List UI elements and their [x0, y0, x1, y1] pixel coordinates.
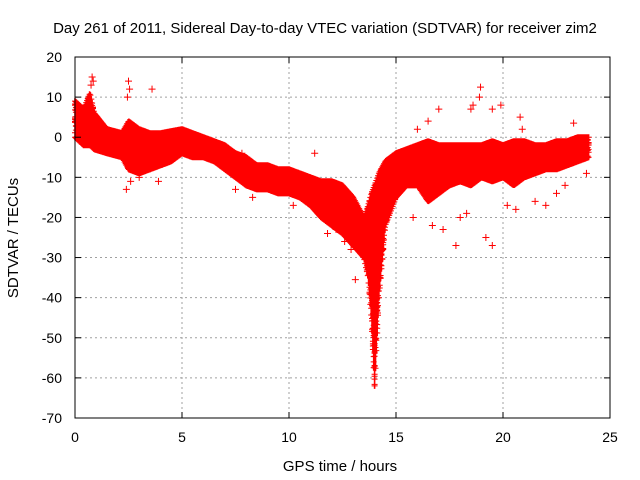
data-point-marker — [469, 101, 477, 109]
data-point-marker — [428, 221, 436, 229]
data-point-marker — [409, 213, 417, 221]
data-point-marker — [88, 73, 96, 81]
data-point-marker — [463, 209, 471, 217]
data-point-marker — [341, 238, 349, 246]
data-point-marker — [503, 201, 511, 209]
data-point-marker — [516, 113, 524, 121]
y-tick-label: 10 — [46, 89, 62, 105]
data-point-marker — [125, 77, 132, 85]
plot-frame — [74, 56, 611, 419]
data-point-marker — [135, 173, 143, 181]
data-point-marker — [169, 145, 177, 153]
data-point-marker — [122, 185, 130, 193]
x-tick-label: 20 — [495, 429, 511, 445]
data-point-marker — [249, 193, 257, 201]
data-point-marker — [553, 189, 560, 197]
series-band-horizontal — [72, 93, 592, 387]
data-point-marker — [582, 169, 590, 177]
data-point-marker — [324, 229, 332, 237]
data-point-marker — [347, 246, 355, 254]
data-point-marker — [452, 242, 460, 250]
data-point-marker — [311, 149, 319, 157]
data-point-marker — [123, 93, 131, 101]
data-point-marker — [477, 83, 485, 91]
x-tick-label: 25 — [602, 429, 618, 445]
tick-labels: 0 5 10 15 20 25 20 10 0 -10 -20 -30 -40 -50 -60 -70 — [42, 49, 618, 445]
x-tick-label: 15 — [388, 429, 404, 445]
data-point-marker — [89, 77, 97, 85]
axis-ticks — [74, 56, 611, 419]
data-point-marker — [238, 149, 246, 157]
y-tick-label: -70 — [42, 410, 62, 426]
y-axis-label: SDTVAR / TECUs — [5, 178, 22, 298]
data-point-marker — [435, 105, 443, 113]
y-tick-label: -60 — [42, 370, 62, 386]
data-point-marker — [518, 125, 526, 133]
data-point-marker — [439, 225, 447, 233]
x-tick-label: 10 — [281, 429, 297, 445]
data-point-marker — [512, 205, 520, 213]
x-tick-label: 0 — [71, 429, 79, 445]
data-point-marker — [482, 234, 490, 241]
data-series-band — [72, 91, 592, 389]
data-point-marker — [542, 201, 550, 209]
data-point-marker — [467, 105, 475, 113]
y-tick-label: -40 — [42, 290, 62, 306]
data-point-marker — [154, 177, 162, 185]
y-tick-label: 0 — [54, 129, 62, 145]
data-point-marker — [289, 201, 297, 209]
data-point-marker — [488, 105, 496, 113]
data-point-marker — [232, 185, 239, 193]
data-point-marker — [488, 242, 496, 250]
data-point-marker — [126, 85, 134, 93]
data-point-marker — [127, 177, 135, 185]
grid — [75, 57, 610, 418]
y-tick-label: -20 — [42, 209, 62, 225]
y-tick-label: 20 — [46, 49, 62, 65]
y-tick-label: -50 — [42, 330, 62, 346]
data-point-marker — [456, 213, 464, 221]
data-point-marker — [388, 181, 396, 189]
data-point-marker — [351, 276, 359, 284]
data-point-marker — [497, 101, 505, 109]
y-tick-label: -30 — [42, 250, 62, 266]
data-point-marker — [424, 117, 432, 125]
data-point-marker — [561, 181, 569, 189]
data-point-marker — [315, 209, 323, 217]
x-tick-label: 5 — [178, 429, 186, 445]
data-point-marker — [475, 93, 483, 101]
data-series-markers — [87, 73, 590, 284]
data-point-marker — [531, 197, 539, 205]
y-tick-label: -10 — [42, 169, 62, 185]
x-axis-label: GPS time / hours — [283, 458, 397, 475]
data-point-marker — [87, 81, 95, 89]
data-point-marker — [413, 125, 421, 133]
data-point-marker — [570, 119, 578, 127]
chart-title: Day 261 of 2011, Sidereal Day-to-day VTE… — [53, 20, 597, 37]
data-point-marker — [332, 225, 340, 233]
data-point-marker — [148, 85, 156, 93]
